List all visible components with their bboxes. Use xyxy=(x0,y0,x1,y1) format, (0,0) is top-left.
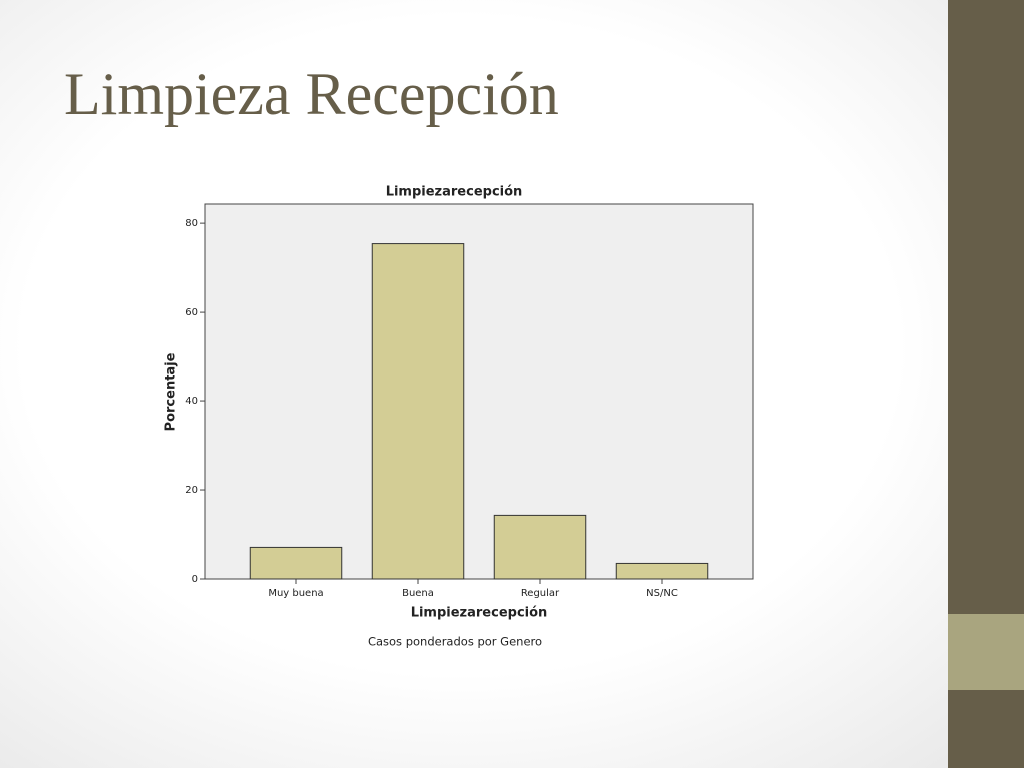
plot-area xyxy=(204,203,754,580)
y-tick-label: 40 xyxy=(185,396,198,407)
y-tick-label: 0 xyxy=(192,574,198,585)
x-tick-label: NS/NC xyxy=(646,588,678,599)
bar xyxy=(493,514,587,580)
bar xyxy=(249,546,343,580)
y-tick-label: 20 xyxy=(185,485,198,496)
y-axis-title: Porcentaje xyxy=(164,352,179,431)
side-accent xyxy=(948,614,1024,690)
slide-title: Limpieza Recepción xyxy=(64,61,559,127)
bar xyxy=(371,243,465,580)
chart: Limpiezarecepción Limpiezarecepción Porc… xyxy=(164,185,754,649)
x-tick-label: Regular xyxy=(521,588,560,599)
y-tick-label: 60 xyxy=(185,307,198,318)
x-axis-title: Limpiezarecepción xyxy=(411,606,548,621)
chart-title: Limpiezarecepción xyxy=(386,185,523,200)
annotation: Casos ponderados por Genero xyxy=(368,635,542,649)
x-tick-label: Buena xyxy=(402,588,434,599)
y-tick-label: 80 xyxy=(185,218,198,229)
bar xyxy=(615,562,709,580)
x-tick-label: Muy buena xyxy=(268,588,323,599)
